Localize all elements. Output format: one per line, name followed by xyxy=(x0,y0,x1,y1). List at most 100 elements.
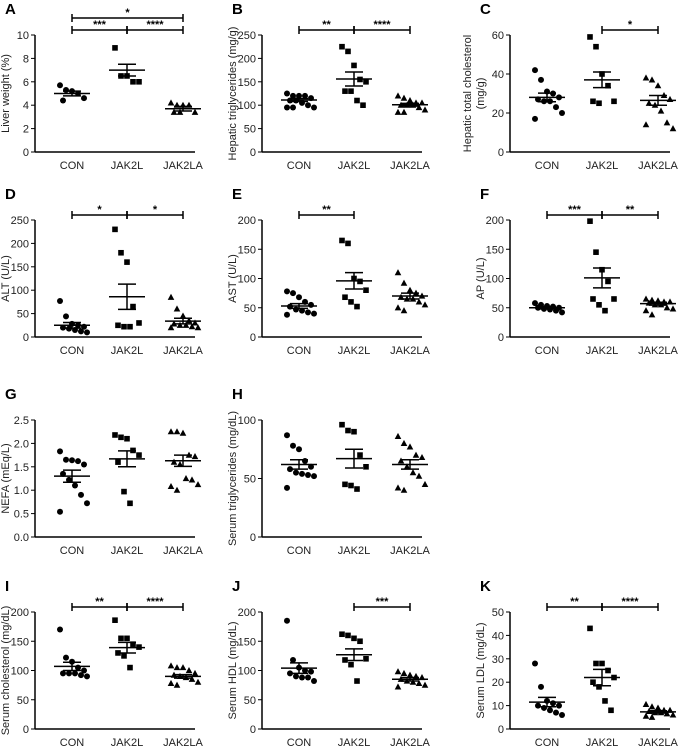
y-tick-label: 150 xyxy=(11,636,29,648)
data-point-square xyxy=(130,303,136,310)
x-tick-label: CON xyxy=(60,345,85,357)
data-point-square xyxy=(127,664,133,671)
data-point-triangle xyxy=(400,669,408,677)
data-point-square xyxy=(348,661,354,668)
x-tick-label: CON xyxy=(60,160,85,172)
y-tick-label: 8 xyxy=(23,53,29,65)
data-point-triangle xyxy=(645,99,653,106)
data-point-square xyxy=(348,482,354,489)
data-point-triangle xyxy=(194,481,202,488)
data-point-square xyxy=(121,653,127,659)
data-point-square xyxy=(112,617,118,623)
data-point-triangle xyxy=(188,476,196,483)
y-axis-label: (mg/g) xyxy=(475,78,487,110)
data-point-circle xyxy=(532,67,538,74)
data-point-square xyxy=(587,625,593,632)
y-axis-label: AST (U/L) xyxy=(227,254,239,303)
data-point-square xyxy=(136,79,142,85)
data-point-triangle xyxy=(418,99,426,106)
data-point-square xyxy=(351,635,357,642)
data-point-square xyxy=(115,459,121,465)
data-point-square xyxy=(124,435,130,442)
data-point-triangle xyxy=(406,97,414,104)
x-tick-label: JAK2LA xyxy=(390,545,430,557)
data-point-triangle xyxy=(167,293,175,300)
y-tick-label: 100 xyxy=(238,666,256,678)
data-point-triangle xyxy=(415,104,423,111)
y-axis-label: Hepatic triglycerides (mg/g) xyxy=(227,27,239,161)
y-tick-label: 40 xyxy=(492,630,504,642)
data-point-square xyxy=(121,488,127,495)
y-tick-label: 100 xyxy=(11,285,29,297)
data-point-triangle xyxy=(663,304,671,311)
panel-letter: B xyxy=(232,1,243,18)
data-point-triangle xyxy=(654,82,662,89)
data-point-square xyxy=(354,303,360,310)
significance-label: ** xyxy=(570,596,579,608)
data-point-square xyxy=(339,43,345,50)
data-point-square xyxy=(596,302,602,308)
data-point-circle xyxy=(308,668,314,675)
data-point-triangle xyxy=(394,484,402,491)
data-point-triangle xyxy=(421,106,429,113)
data-point-circle xyxy=(60,670,66,677)
data-point-circle xyxy=(284,617,290,624)
y-tick-label: 1.5 xyxy=(14,462,29,474)
data-point-square xyxy=(115,322,121,329)
data-point-square xyxy=(605,667,611,674)
data-point-circle xyxy=(559,711,565,718)
y-axis-label: ALT (U/L) xyxy=(0,255,12,302)
x-tick-label: JAK2LA xyxy=(163,160,203,172)
data-point-triangle xyxy=(394,269,402,276)
data-point-square xyxy=(112,45,118,51)
data-point-circle xyxy=(553,104,559,111)
data-point-circle xyxy=(63,456,69,463)
data-point-square xyxy=(339,631,345,638)
data-point-triangle xyxy=(648,296,656,303)
panel-letter: C xyxy=(480,1,491,18)
y-tick-label: 200 xyxy=(238,53,256,65)
data-point-circle xyxy=(302,92,308,99)
data-point-triangle xyxy=(663,119,671,126)
data-point-triangle xyxy=(167,662,175,669)
y-tick-label: 50 xyxy=(492,303,504,315)
data-point-circle xyxy=(66,476,72,483)
significance-label: ** xyxy=(322,204,331,216)
data-point-circle xyxy=(78,672,84,679)
data-point-triangle xyxy=(657,107,665,114)
y-tick-label: 100 xyxy=(238,415,256,427)
data-point-circle xyxy=(290,656,296,663)
y-tick-label: 150 xyxy=(238,77,256,89)
x-tick-label: CON xyxy=(535,160,560,172)
data-point-triangle xyxy=(167,324,175,331)
data-point-triangle xyxy=(406,671,414,678)
y-tick-label: 50 xyxy=(244,695,256,707)
data-point-square xyxy=(363,464,369,470)
data-point-circle xyxy=(311,473,317,480)
data-point-circle xyxy=(308,301,314,308)
data-point-square xyxy=(112,432,118,438)
panel-k: K 0 10 20 30 40 50 CON JAK2L JAK2LA Serum LDL (mg/… xyxy=(475,578,679,749)
y-tick-label: 50 xyxy=(17,309,29,321)
x-tick-label: CON xyxy=(287,737,312,749)
data-point-circle xyxy=(284,311,290,318)
x-tick-label: JAK2L xyxy=(586,160,618,172)
data-point-triangle xyxy=(648,703,656,710)
panel-e: E 0 50 100 150 200 CON JAK2L JAK2LA AST (U/L) ** xyxy=(227,186,431,357)
y-axis-label: Liver weight (%) xyxy=(0,54,12,133)
y-tick-label: 20 xyxy=(492,108,504,120)
data-point-square xyxy=(593,249,599,255)
y-tick-label: 100 xyxy=(11,666,29,678)
data-point-circle xyxy=(532,660,538,667)
x-tick-label: CON xyxy=(535,737,560,749)
data-point-square xyxy=(590,98,596,105)
data-point-triangle xyxy=(394,92,402,99)
data-point-square xyxy=(345,427,351,434)
x-tick-label: JAK2LA xyxy=(638,345,678,357)
significance-label: **** xyxy=(146,19,164,31)
data-point-triangle xyxy=(173,428,181,435)
data-point-circle xyxy=(57,82,63,89)
y-tick-label: 200 xyxy=(11,238,29,250)
x-tick-label: JAK2LA xyxy=(390,737,430,749)
